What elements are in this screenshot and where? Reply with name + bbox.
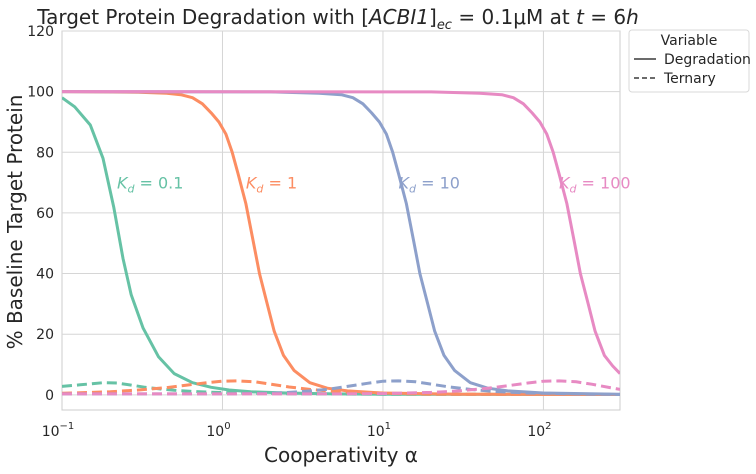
kd-annotations: Kd = 0.1 Kd = 1 Kd = 10 Kd = 100 bbox=[117, 174, 631, 196]
legend-box bbox=[628, 29, 750, 93]
title-middle: = 0.1μM at bbox=[452, 5, 576, 29]
title-species-sub: ec bbox=[437, 18, 452, 33]
series-lines bbox=[62, 90, 620, 396]
x-axis-label: Cooperativity α bbox=[264, 443, 418, 467]
x-tick-label: 101 bbox=[367, 421, 391, 440]
y-tick-label: 60 bbox=[36, 206, 54, 222]
y-tick-label: 40 bbox=[36, 267, 54, 283]
x-tick-label: 100 bbox=[206, 421, 230, 440]
y-tick-label: 100 bbox=[27, 85, 54, 101]
y-tick-labels: 0 20 40 60 80 100 120 bbox=[27, 24, 54, 404]
degradation-line-3 bbox=[62, 90, 620, 375]
y-tick-label: 120 bbox=[27, 24, 54, 40]
title-species: ACBI1 bbox=[367, 5, 429, 29]
legend-entry-degradation: Degradation bbox=[664, 52, 751, 68]
chart-title: Target Protein Degradation with [ACBI1]e… bbox=[36, 5, 639, 33]
kd-annotation-3: Kd = 100 bbox=[559, 174, 631, 196]
y-tick-label: 0 bbox=[45, 388, 54, 404]
x-tick-labels: 10−1 100 101 102 bbox=[42, 421, 552, 440]
x-tick-label: 102 bbox=[527, 421, 551, 440]
kd-annotation-0: Kd = 0.1 bbox=[117, 174, 184, 196]
y-tick-label: 80 bbox=[36, 145, 54, 161]
plot-area bbox=[61, 30, 621, 411]
title-t-var: t bbox=[576, 5, 585, 29]
title-h-var: h bbox=[626, 5, 639, 29]
title-prefix: Target Protein Degradation with [ bbox=[36, 5, 369, 29]
legend-entry-ternary: Ternary bbox=[663, 71, 716, 87]
ternary-line-3 bbox=[62, 379, 620, 396]
legend-title: Variable bbox=[661, 33, 718, 49]
legend: Variable Degradation Ternary bbox=[628, 29, 751, 93]
y-tick-label: 20 bbox=[36, 327, 54, 343]
kd-annotation-1: Kd = 1 bbox=[246, 174, 297, 196]
title-suffix: = 6 bbox=[584, 5, 626, 29]
degradation-line-1 bbox=[62, 90, 620, 396]
y-axis-label: % Baseline Target Protein bbox=[3, 95, 27, 350]
x-tick-label: 10−1 bbox=[42, 421, 75, 440]
title-bracket: ] bbox=[429, 5, 437, 29]
degradation-line-2 bbox=[62, 90, 620, 396]
kd-annotation-2: Kd = 10 bbox=[399, 174, 460, 196]
